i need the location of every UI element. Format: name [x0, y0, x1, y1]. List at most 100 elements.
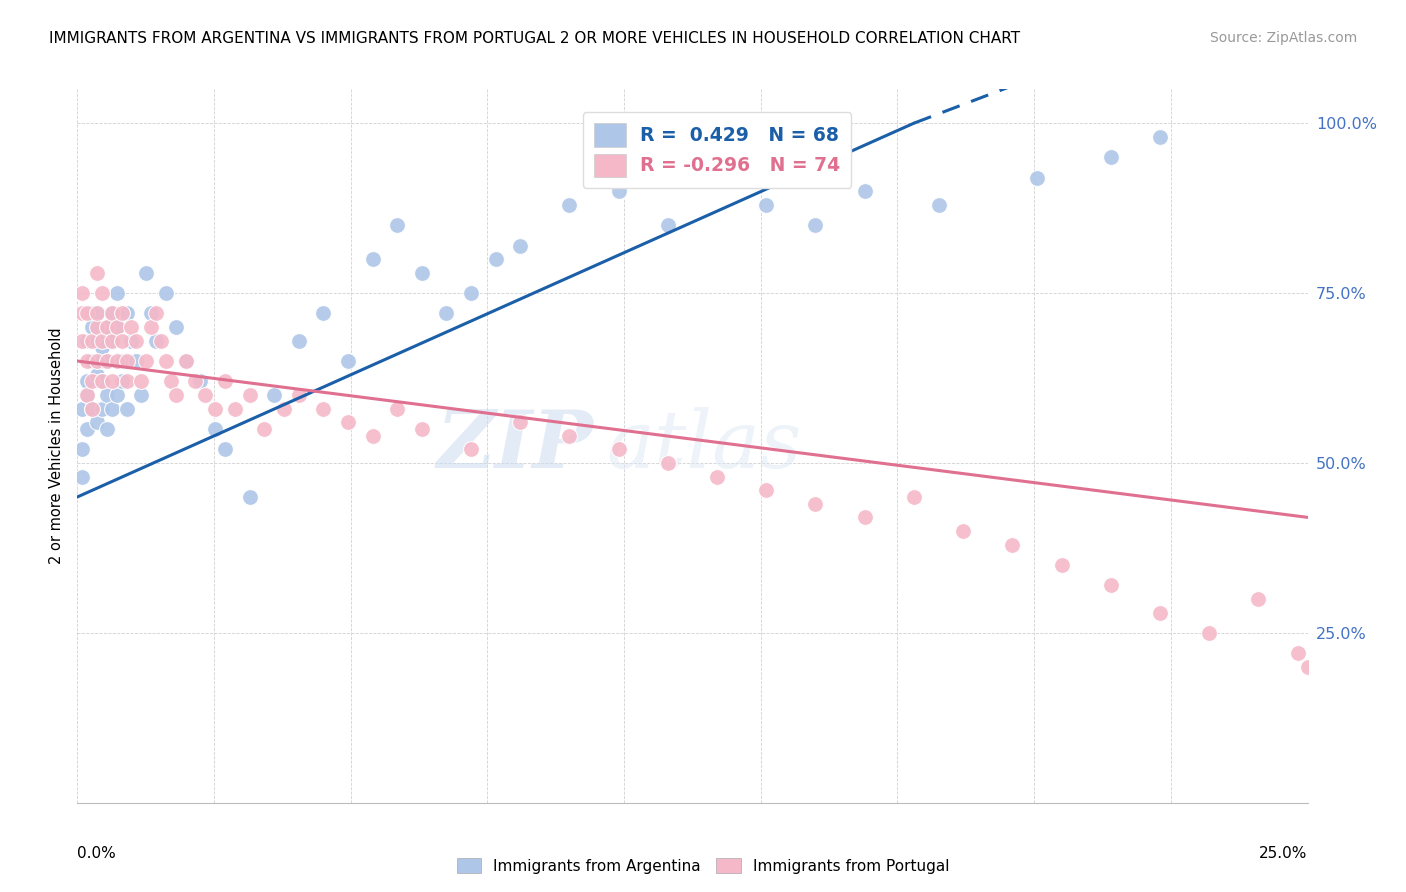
Point: [411, 266, 433, 280]
Point: [1149, 606, 1171, 620]
Point: [76, 334, 98, 348]
Point: [1306, 673, 1329, 688]
Point: [853, 184, 876, 198]
Point: [190, 375, 212, 389]
Point: [70, 286, 93, 301]
Point: [76, 388, 98, 402]
Y-axis label: 2 or more Vehicles in Household: 2 or more Vehicles in Household: [49, 327, 65, 565]
Point: [82, 320, 104, 334]
Point: [115, 354, 138, 368]
Point: [387, 218, 409, 232]
Point: [239, 490, 262, 504]
Point: [706, 469, 728, 483]
Point: [105, 354, 128, 368]
Point: [337, 354, 360, 368]
Point: [165, 320, 187, 334]
Point: [204, 422, 226, 436]
Point: [90, 286, 114, 301]
Point: [111, 375, 132, 389]
Point: [755, 198, 778, 212]
Point: [312, 401, 335, 416]
Point: [145, 334, 167, 348]
Point: [607, 442, 630, 457]
Point: [239, 388, 262, 402]
Point: [101, 334, 124, 348]
Point: [174, 354, 197, 368]
Legend: R =  0.429   N = 68, R = -0.296   N = 74: R = 0.429 N = 68, R = -0.296 N = 74: [582, 112, 852, 188]
Point: [86, 320, 108, 334]
Point: [1322, 606, 1344, 620]
Point: [86, 334, 108, 348]
Point: [70, 469, 93, 483]
Point: [70, 442, 93, 457]
Point: [804, 218, 827, 232]
Point: [387, 401, 409, 416]
Point: [509, 415, 531, 429]
Point: [76, 375, 98, 389]
Point: [82, 306, 104, 320]
Point: [1026, 170, 1049, 185]
Point: [135, 354, 157, 368]
Point: [70, 401, 93, 416]
Point: [150, 334, 173, 348]
Point: [184, 375, 207, 389]
Point: [263, 388, 285, 402]
Legend: Immigrants from Argentina, Immigrants from Portugal: Immigrants from Argentina, Immigrants fr…: [450, 852, 956, 880]
Point: [273, 401, 295, 416]
Point: [76, 306, 98, 320]
Point: [558, 198, 581, 212]
Point: [111, 306, 132, 320]
Point: [121, 320, 143, 334]
Point: [96, 354, 118, 368]
Point: [361, 429, 384, 443]
Point: [131, 375, 153, 389]
Text: atlas: atlas: [606, 408, 801, 484]
Point: [558, 429, 581, 443]
Point: [804, 497, 827, 511]
Point: [90, 401, 114, 416]
Text: Source: ZipAtlas.com: Source: ZipAtlas.com: [1209, 31, 1357, 45]
Point: [1286, 646, 1309, 660]
Point: [82, 401, 104, 416]
Point: [853, 510, 876, 524]
Point: [86, 266, 108, 280]
Point: [101, 306, 124, 320]
Point: [204, 401, 226, 416]
Point: [214, 375, 236, 389]
Point: [90, 341, 114, 355]
Point: [90, 375, 114, 389]
Point: [96, 354, 118, 368]
Point: [82, 354, 104, 368]
Point: [86, 368, 108, 382]
Point: [115, 306, 138, 320]
Point: [76, 422, 98, 436]
Point: [96, 320, 118, 334]
Text: ZIP: ZIP: [437, 408, 595, 484]
Point: [70, 334, 93, 348]
Point: [76, 388, 98, 402]
Point: [755, 483, 778, 498]
Point: [121, 334, 143, 348]
Point: [76, 354, 98, 368]
Point: [105, 320, 128, 334]
Point: [105, 286, 128, 301]
Point: [361, 252, 384, 266]
Point: [82, 334, 104, 348]
Point: [174, 354, 197, 368]
Point: [141, 320, 163, 334]
Point: [1001, 537, 1024, 551]
Point: [111, 334, 132, 348]
Point: [82, 401, 104, 416]
Point: [288, 388, 311, 402]
Point: [657, 456, 679, 470]
Point: [86, 354, 108, 368]
Point: [101, 334, 124, 348]
Point: [1336, 694, 1358, 708]
Point: [485, 252, 508, 266]
Point: [86, 415, 108, 429]
Point: [194, 388, 217, 402]
Point: [105, 320, 128, 334]
Point: [160, 375, 183, 389]
Point: [90, 375, 114, 389]
Point: [1099, 150, 1122, 164]
